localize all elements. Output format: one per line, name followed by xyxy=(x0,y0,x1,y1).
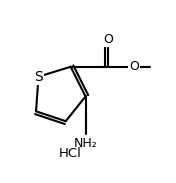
Text: NH₂: NH₂ xyxy=(74,137,97,150)
Text: HCl: HCl xyxy=(59,147,82,160)
Text: S: S xyxy=(34,70,43,84)
Text: O: O xyxy=(129,60,139,73)
Text: O: O xyxy=(103,33,113,46)
